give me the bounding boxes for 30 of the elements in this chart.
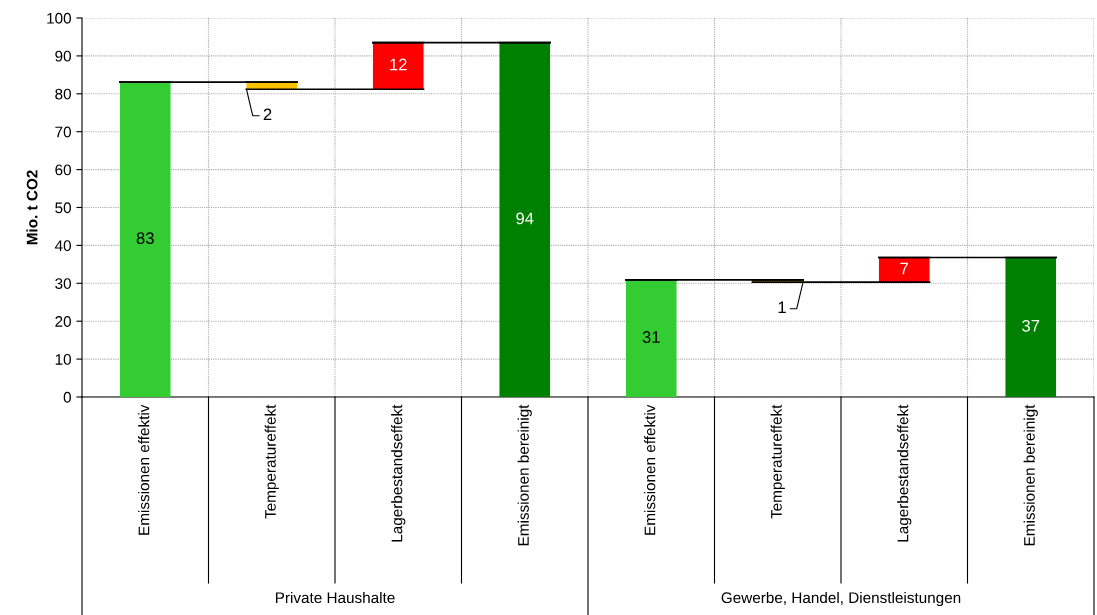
- y-tick-label: 20: [55, 316, 71, 327]
- text: Private Haushalte: [275, 591, 395, 604]
- y-tick-label: 0: [63, 391, 71, 403]
- y-tick-label: 80: [55, 88, 71, 100]
- y-tick-label: 100: [47, 12, 71, 24]
- data-label: 7: [900, 262, 909, 275]
- x-tick-label: Temperatureffekt: [264, 404, 279, 519]
- y-tick-label: 30: [55, 278, 71, 289]
- y-tick-label: 60: [55, 164, 71, 176]
- y-tick-label: 90: [55, 50, 71, 62]
- y-axis-title: Mio. t CO2: [26, 170, 38, 245]
- x-tick-label: Temperatureffekt: [770, 404, 785, 519]
- data-label: 31: [642, 331, 660, 343]
- x-tick-label: Emissionen bereinigt: [517, 404, 532, 546]
- data-label: 2: [263, 108, 272, 121]
- y-tick-label: 40: [54, 240, 71, 252]
- text: Gewerbe, Handel, Dienstleistungen: [721, 591, 961, 607]
- data-label: 12: [390, 58, 407, 71]
- x-tick-label: Lagerbestandseffekt: [391, 404, 406, 542]
- y-tick-label: 70: [55, 126, 71, 138]
- y-tick-label: 50: [55, 202, 71, 214]
- x-tick-label: Emissionen effektiv: [138, 404, 150, 535]
- data-label: 37: [1022, 319, 1040, 332]
- x-tick-label: Emissionen bereinigt: [1023, 404, 1038, 546]
- data-label: 94: [516, 212, 534, 225]
- y-tick-label: 10: [55, 353, 71, 365]
- x-tick-label: Lagerbestandseffekt: [897, 404, 912, 542]
- data-label: 1: [778, 301, 786, 313]
- x-tick-label: Emissionen effektiv: [644, 404, 656, 535]
- data-label: 83: [136, 232, 154, 244]
